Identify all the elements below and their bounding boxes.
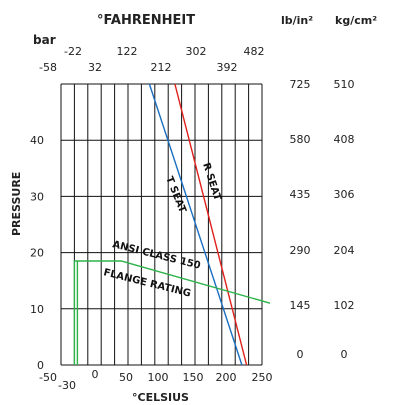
psi-tick-label: 145	[290, 299, 311, 312]
psi-header: lb/in²	[281, 14, 313, 27]
fahrenheit-tick-label: 212	[151, 61, 172, 74]
fahrenheit-header: °FAHRENHEIT	[97, 13, 195, 28]
fahrenheit-tick-label: 302	[186, 45, 207, 58]
fahrenheit-tick-label: -22	[64, 45, 82, 58]
kgcm-tick-label: 510	[334, 78, 355, 91]
psi-tick-label: 435	[290, 188, 311, 201]
t-seat-label: T SEAT	[163, 175, 188, 215]
psi-tick-label: 580	[290, 133, 311, 146]
celsius-tick-label: 150	[183, 371, 204, 384]
kgcm-tick-label: 102	[334, 299, 355, 312]
bar-tick-label: 0	[37, 359, 44, 372]
psi-tick-label: 725	[290, 78, 311, 91]
bar-tick-label: 30	[30, 190, 44, 203]
series-lines	[73, 83, 271, 366]
fahrenheit-tick-label: 122	[117, 45, 138, 58]
celsius-tick-label: 0	[92, 368, 99, 381]
y-axis-label: PRESSURE	[10, 172, 23, 236]
celsius-tick-label: 50	[119, 371, 133, 384]
psi-tick-label: 0	[297, 348, 304, 361]
fahrenheit-tick-label: 32	[88, 61, 102, 74]
celsius-tick-label: 200	[216, 371, 237, 384]
celsius-tick-label: 250	[252, 371, 273, 384]
series-line-t-seat	[148, 83, 243, 366]
celsius-tick-label: -50	[39, 371, 57, 384]
fahrenheit-tick-label: 392	[217, 61, 238, 74]
fahrenheit-tick-label: -58	[39, 61, 57, 74]
tick-labels: 0 10 20 30 40 0 145 290 435 580 725 0 102 204 306 408 51…	[30, 45, 355, 392]
kgcm-tick-label: 0	[341, 348, 348, 361]
psi-tick-label: 290	[290, 244, 311, 257]
series-line-r-seat	[174, 83, 248, 366]
ansi-class-label: ANSI CLASS 150	[111, 239, 201, 272]
x-axis-label: °CELSIUS	[132, 391, 189, 404]
celsius-tick-label: 100	[148, 371, 169, 384]
kgcm-tick-label: 408	[334, 133, 355, 146]
celsius-tick-label: -30	[58, 379, 76, 392]
fahrenheit-tick-label: 482	[244, 45, 265, 58]
series-line-ansi-class-150-flange-rating	[73, 260, 271, 365]
flange-rating-label: FLANGE RATING	[102, 267, 192, 299]
kgcm-tick-label: 204	[334, 244, 355, 257]
bar-header: bar	[33, 33, 56, 47]
kgcm-tick-label: 306	[334, 188, 355, 201]
grid	[60, 83, 263, 366]
bar-tick-label: 20	[30, 247, 44, 260]
bar-tick-label: 10	[30, 303, 44, 316]
bar-tick-label: 40	[30, 134, 44, 147]
kgcm-header: kg/cm²	[335, 14, 377, 27]
